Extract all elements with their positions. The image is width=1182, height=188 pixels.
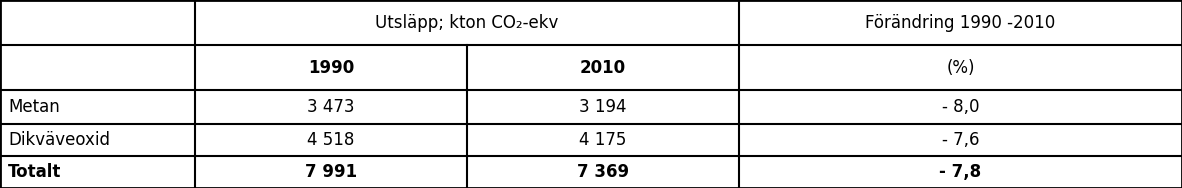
Text: 2010: 2010 [579,59,626,77]
Text: 1990: 1990 [307,59,355,77]
Text: 4 518: 4 518 [307,131,355,149]
Text: Dikväveoxid: Dikväveoxid [8,131,110,149]
Text: 4 175: 4 175 [579,131,626,149]
Text: (%): (%) [946,59,975,77]
Text: Metan: Metan [8,98,60,116]
Text: - 7,8: - 7,8 [940,163,981,181]
Text: - 7,6: - 7,6 [942,131,979,149]
Text: 3 473: 3 473 [307,98,355,116]
Text: 3 194: 3 194 [579,98,626,116]
Text: - 8,0: - 8,0 [942,98,979,116]
Text: Förändring 1990 -2010: Förändring 1990 -2010 [865,14,1056,32]
Text: 7 369: 7 369 [577,163,629,181]
Text: Utsläpp; kton CO₂-ekv: Utsläpp; kton CO₂-ekv [375,14,559,32]
Text: Totalt: Totalt [8,163,61,181]
Text: 7 991: 7 991 [305,163,357,181]
